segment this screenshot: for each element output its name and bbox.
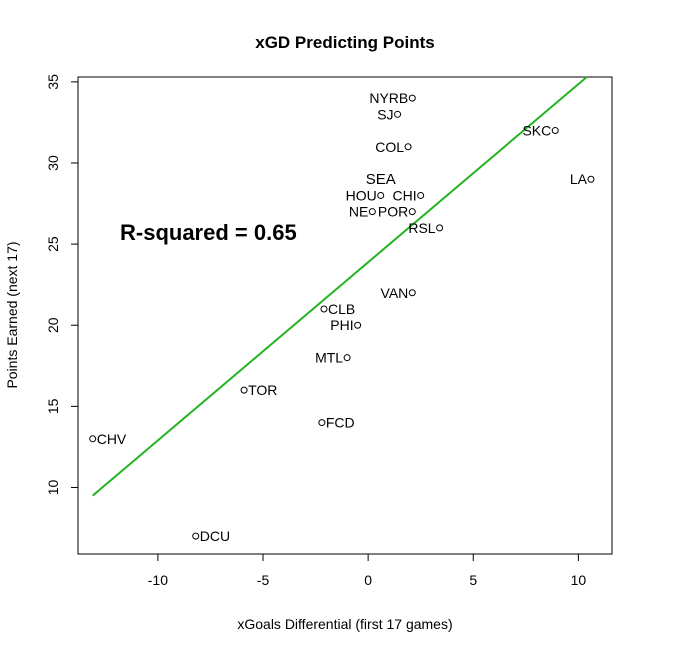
data-point bbox=[355, 322, 361, 328]
y-tick-label: 10 bbox=[45, 479, 61, 495]
point-label: CHV bbox=[97, 431, 127, 447]
r-squared-annotation: R-squared = 0.65 bbox=[120, 220, 297, 245]
chart-title: xGD Predicting Points bbox=[255, 33, 434, 52]
x-tick-label: 10 bbox=[571, 572, 587, 588]
point-label: SJ bbox=[377, 106, 393, 122]
point-label: SKC bbox=[522, 123, 551, 139]
y-tick-label: 30 bbox=[45, 155, 61, 171]
x-tick-label: -10 bbox=[148, 572, 168, 588]
point-label: POR bbox=[378, 204, 408, 220]
x-tick-label: 0 bbox=[364, 572, 372, 588]
x-axis-label: xGoals Differential (first 17 games) bbox=[237, 616, 452, 632]
y-tick-label: 15 bbox=[45, 398, 61, 414]
data-point bbox=[405, 144, 411, 150]
y-tick-label: 25 bbox=[45, 236, 61, 252]
data-point bbox=[241, 387, 247, 393]
point-label: TOR bbox=[248, 382, 277, 398]
point-label: RSL bbox=[408, 220, 435, 236]
data-point bbox=[319, 420, 325, 426]
data-point bbox=[395, 111, 401, 117]
data-point bbox=[418, 192, 424, 198]
point-label: NE bbox=[349, 204, 368, 220]
data-point bbox=[193, 533, 199, 539]
points-layer: NYRBSJ SKC COL LA SEAHOU CHI NE PORRSL VAN CLBPHI… bbox=[90, 90, 594, 544]
y-axis-label: Points Earned (next 17) bbox=[4, 241, 20, 388]
data-point bbox=[378, 192, 384, 198]
point-label: HOU bbox=[346, 187, 377, 203]
point-label: CLB bbox=[328, 301, 355, 317]
data-point bbox=[409, 95, 415, 101]
data-point bbox=[321, 306, 327, 312]
point-label: FCD bbox=[326, 415, 355, 431]
x-axis: -10 -5 0 5 10 bbox=[148, 554, 587, 588]
x-tick-label: 5 bbox=[469, 572, 477, 588]
point-label: PHI bbox=[330, 317, 353, 333]
data-point bbox=[90, 436, 96, 442]
point-label: MTL bbox=[315, 350, 343, 366]
y-tick-label: 20 bbox=[45, 317, 61, 333]
point-label: VAN bbox=[381, 285, 409, 301]
x-tick-label: -5 bbox=[257, 572, 270, 588]
regression-line-layer bbox=[93, 77, 587, 496]
y-axis: 10 15 20 25 30 35 bbox=[45, 74, 78, 495]
point-label: DCU bbox=[200, 528, 230, 544]
data-point bbox=[344, 355, 350, 361]
point-label: SEA bbox=[366, 171, 396, 188]
data-point bbox=[437, 225, 443, 231]
point-label: CHI bbox=[393, 187, 417, 203]
data-point bbox=[552, 128, 558, 134]
point-label: LA bbox=[570, 171, 588, 187]
data-point bbox=[588, 176, 594, 182]
y-tick-label: 35 bbox=[45, 74, 61, 90]
point-label: COL bbox=[375, 139, 404, 155]
regression-line bbox=[93, 77, 587, 496]
data-point bbox=[409, 290, 415, 296]
point-label: NYRB bbox=[369, 90, 408, 106]
data-point bbox=[369, 209, 375, 215]
data-point bbox=[409, 209, 415, 215]
